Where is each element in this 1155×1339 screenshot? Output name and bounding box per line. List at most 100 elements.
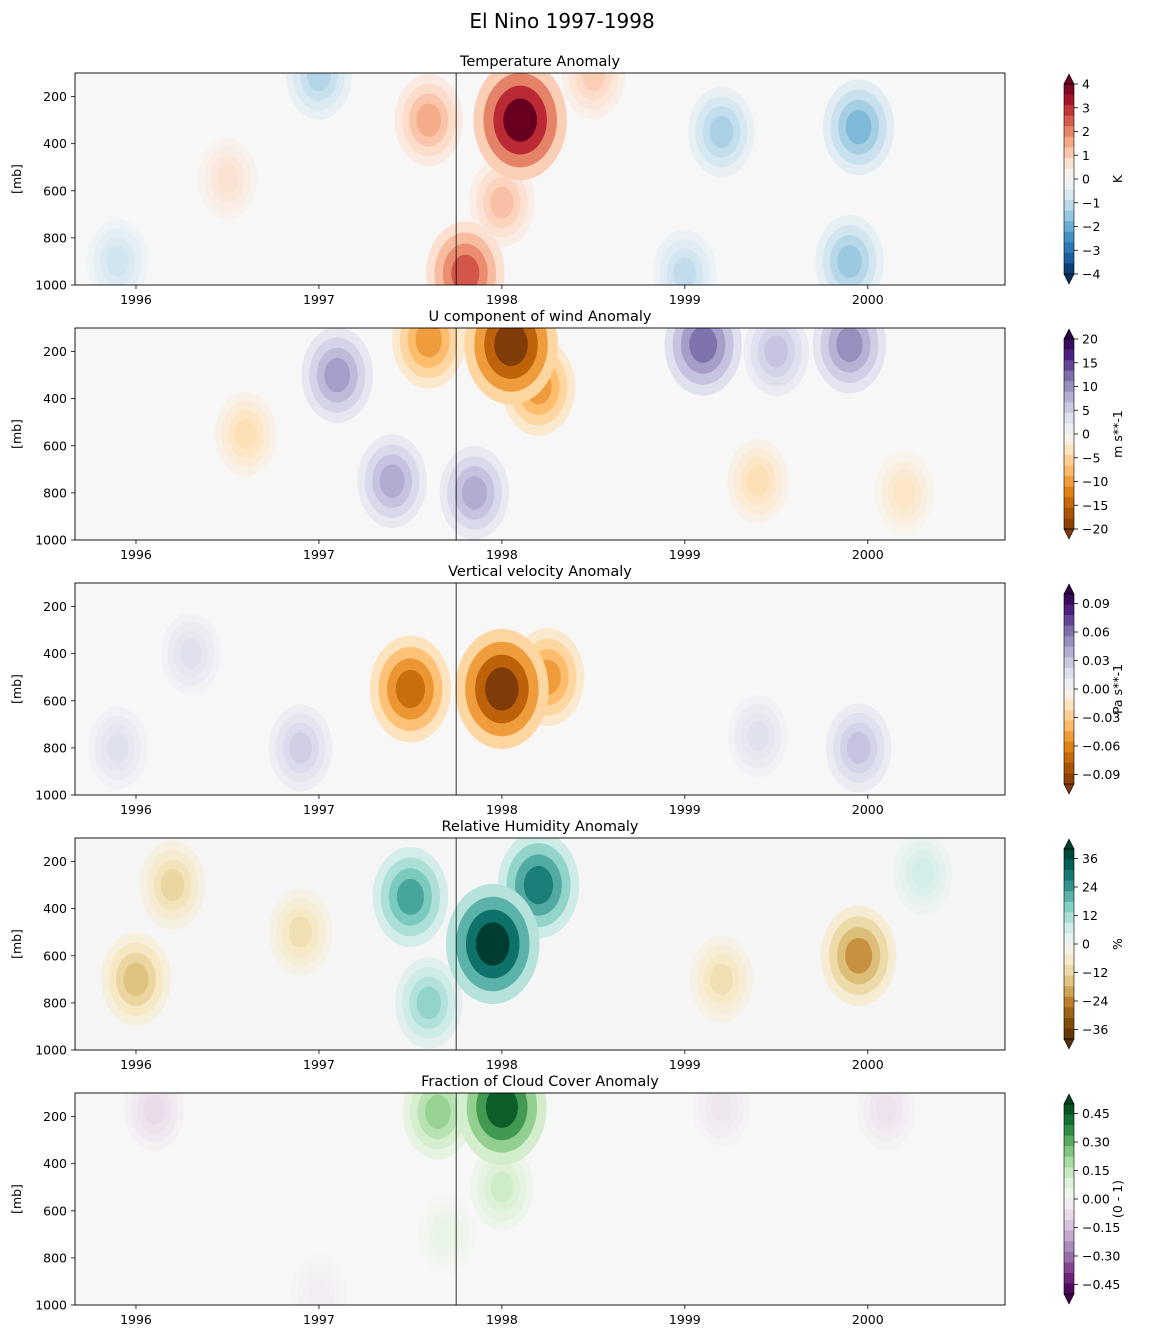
y-tick-label: 200 [43,89,67,104]
colorbar-step [1064,615,1074,627]
contour-blob [836,328,863,363]
x-tick-label: 1996 [120,292,152,307]
contour-blob [461,476,487,510]
y-tick-label: 200 [43,854,67,869]
contour-blob [746,465,770,497]
colorbar-step [1064,1156,1074,1168]
y-tick-label: 600 [43,948,67,963]
contour-blob [324,357,351,393]
colorbar-tick-label: 0.06 [1082,625,1110,640]
colorbar-tick-label: 36 [1082,851,1098,866]
contour-blob [436,1219,458,1249]
colorbar-step [1064,965,1074,977]
colorbar-step [1064,1251,1074,1263]
colorbar-step [1064,912,1074,924]
x-tick-label: 1998 [486,292,518,307]
y-tick-label: 1000 [35,533,67,548]
x-tick-label: 1997 [303,547,335,562]
contour-blob [396,878,424,915]
colorbar: 0.45 0.30 0.15 0.00 −0.15 −0.30 −0.45 (0 - 1) [1063,1093,1125,1305]
colorbar-tick-label: 0 [1082,172,1090,187]
x-tick-label: 1998 [486,547,518,562]
panel-2: Vertical velocity Anomaly 1996 1997 1998 199… [9,564,1125,817]
colorbar-step [1064,922,1074,935]
contour-blob [395,669,426,709]
contour-blob [845,937,873,974]
y-tick-label: 800 [43,485,67,500]
contour-blob [485,1093,518,1128]
colorbar: 20 15 10 5 0 −5 −10 −15 −20 m s**-1 [1063,328,1125,540]
colorbar-step [1064,115,1074,127]
colorbar-step [1064,444,1074,456]
panel-1: U component of wind Anomaly 1996 1997 1998 1… [9,309,1125,562]
colorbar-step [1064,189,1074,201]
contour-blob [425,1094,451,1129]
y-axis-label: [mb] [9,164,24,194]
colorbar: 0.09 0.06 0.03 0.00 −0.03 −0.06 −0.09 Pa s**-1 [1063,583,1125,795]
panel-title: Temperature Anomaly [459,54,620,70]
contour-field [75,328,1005,540]
colorbar-step [1064,476,1074,488]
colorbar-tick-label: 12 [1082,908,1098,923]
colorbar-step [1064,773,1074,785]
colorbar-step [1064,1188,1074,1200]
colorbar-tick-label: 0.15 [1082,1163,1110,1178]
colorbar-tick-label: −0.30 [1082,1249,1120,1264]
contour-blob [764,335,789,368]
colorbar-step [1064,975,1074,987]
colorbar-step [1064,954,1074,966]
colorbar-step [1064,849,1074,861]
colorbar-label: K [1110,174,1125,183]
colorbar-tick-label: 0.30 [1082,1135,1110,1150]
colorbar-tick-label: 4 [1082,77,1090,92]
y-tick-label: 1000 [35,1043,67,1058]
colorbar-step [1064,210,1074,222]
colorbar-step [1064,752,1074,764]
colorbar: 36 24 12 0 −12 −24 −36% [1063,838,1125,1050]
colorbar-step [1064,1220,1074,1232]
colorbar-step [1064,200,1074,212]
colorbar-step [1064,1125,1074,1137]
colorbar-step [1064,434,1074,446]
colorbar-tick-label: −0.15 [1082,1220,1120,1235]
contour-blob [289,916,313,948]
colorbar-step [1064,891,1074,903]
colorbar-step [1064,157,1074,170]
contour-blob [490,186,514,219]
y-axis-label: [mb] [9,1184,24,1214]
y-axis-label: [mb] [9,419,24,449]
colorbar-step [1064,391,1074,403]
colorbar-step [1064,455,1074,467]
colorbar-tick-label: −0.06 [1082,739,1120,754]
x-tick-label: 1998 [486,1057,518,1072]
contour-blob [837,244,862,279]
colorbar-step [1064,231,1074,243]
colorbar-tick-label: −24 [1082,994,1108,1009]
y-tick-label: 200 [43,344,67,359]
x-tick-label: 1999 [669,292,701,307]
colorbar-step [1064,1135,1074,1147]
colorbar-tick-label: −2 [1082,219,1100,234]
x-tick-label: 1996 [120,1312,152,1327]
y-tick-label: 1000 [35,788,67,803]
y-tick-label: 200 [43,1109,67,1124]
x-tick-label: 2000 [852,292,884,307]
contour-blob [379,464,405,498]
x-tick-label: 1997 [303,292,335,307]
contour-blob [523,865,554,905]
colorbar-step [1064,710,1074,722]
contour-blob [451,254,480,285]
y-tick-label: 400 [43,391,67,406]
contour-blob [307,73,331,92]
colorbar-tick-label: −20 [1082,522,1108,537]
y-tick-label: 600 [43,693,67,708]
y-axis-label: [mb] [9,929,24,959]
contour-blob [673,257,697,285]
colorbar-step [1064,1007,1074,1019]
colorbar-tick-label: −1 [1082,195,1100,210]
panel-title: U component of wind Anomaly [429,309,652,325]
y-tick-label: 800 [43,995,67,1010]
colorbar-step [1064,667,1074,680]
colorbar-step [1064,360,1074,372]
